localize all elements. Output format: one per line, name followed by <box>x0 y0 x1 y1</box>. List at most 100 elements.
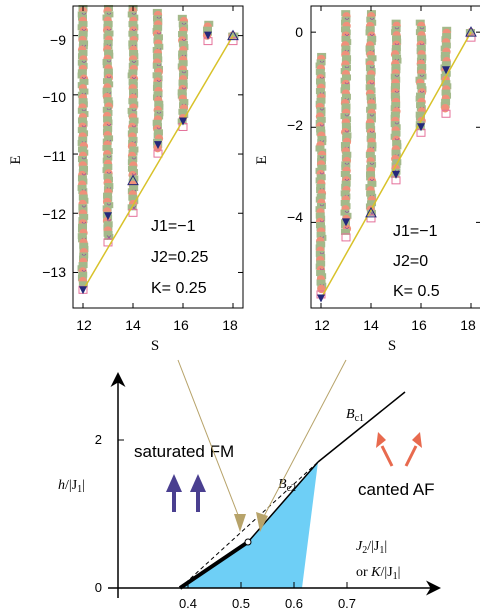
energy-level-point <box>441 61 451 68</box>
energy-level-point <box>154 110 164 117</box>
ground-state-marker <box>179 117 187 126</box>
energy-level-point <box>365 84 375 91</box>
energy-level-point <box>104 233 114 240</box>
ground-state-marker <box>417 123 425 132</box>
energy-level-point <box>77 11 87 18</box>
energy-level-point <box>342 151 352 158</box>
energy-level-point <box>78 30 88 37</box>
h-symbol: h <box>58 478 65 493</box>
energy-level-point <box>316 279 326 286</box>
af-arrow-1-shaft <box>380 445 394 467</box>
energy-level-point <box>103 192 113 199</box>
ground-state-marker <box>127 174 139 186</box>
energy-level-point <box>391 25 401 32</box>
energy-level-point <box>342 55 352 62</box>
energy-level-point <box>365 171 375 178</box>
energy-level-point <box>128 30 138 37</box>
energy-level-point <box>316 222 326 229</box>
h-den: /|J <box>65 478 78 493</box>
energy-level-point <box>178 79 188 86</box>
energy-level-point <box>129 50 139 57</box>
energy-level-marker: × <box>106 233 113 242</box>
energy-level-point <box>316 116 326 123</box>
energy-level-point <box>341 64 351 71</box>
energy-level-point <box>77 175 87 182</box>
energy-level-point <box>316 59 326 66</box>
energy-level-point <box>104 135 114 142</box>
energy-level-point <box>103 116 113 123</box>
right-x-axis-label: S <box>388 338 396 354</box>
energy-level-square <box>341 233 351 242</box>
energy-level-point <box>391 64 401 71</box>
energy-level-point <box>417 73 427 80</box>
right-ytick-2: −2 <box>287 117 303 133</box>
energy-level-point <box>79 242 89 249</box>
energy-level-point <box>104 49 114 56</box>
energy-level-point <box>153 24 163 31</box>
energy-level-point <box>342 74 352 81</box>
energy-level-point <box>129 175 139 182</box>
energy-level-point <box>78 223 88 230</box>
energy-level-point <box>78 281 88 288</box>
energy-level-point <box>340 228 350 235</box>
right-y-axis-label: E <box>254 155 270 164</box>
energy-level-point <box>390 83 400 90</box>
energy-level-point <box>365 122 375 129</box>
critical-point <box>244 538 252 546</box>
energy-level-point <box>365 45 375 52</box>
energy-level-point <box>178 60 188 67</box>
energy-level-point <box>102 78 112 85</box>
energy-level-point <box>441 98 451 105</box>
energy-level-point <box>317 155 327 162</box>
energy-level-point <box>153 34 163 41</box>
energy-level-point <box>103 163 113 170</box>
right-ytick-4: −4 <box>287 209 303 225</box>
energy-level-point <box>78 98 88 105</box>
energy-level-square <box>153 149 163 158</box>
energy-level-point <box>103 230 113 237</box>
energy-level-point <box>391 45 401 52</box>
energy-level-point <box>128 156 138 163</box>
energy-level-point <box>102 106 112 113</box>
left-x-axis-label: S <box>151 338 159 354</box>
energy-level-point <box>340 142 350 149</box>
energy-level-point <box>77 107 87 114</box>
energy-level-point <box>441 70 451 77</box>
left-scatter-marks: ××××××××××××××××××××××××××××××××××××××××… <box>77 5 239 295</box>
energy-level-point <box>78 49 88 56</box>
energy-level-point <box>128 136 138 143</box>
energy-level-point <box>316 183 326 190</box>
right-param-j2: J2=0 <box>393 253 428 270</box>
energy-level-point <box>177 89 187 96</box>
pointer-line-right <box>261 359 347 521</box>
energy-level-point <box>154 100 164 107</box>
energy-level-point <box>103 97 113 104</box>
h-sub: 1 <box>77 484 82 495</box>
right-xtick-12: 12 <box>314 317 330 333</box>
right-xtick-18: 18 <box>460 317 476 333</box>
energy-level-point <box>341 161 351 168</box>
left-axis-ticks <box>73 6 243 308</box>
energy-level-point <box>103 20 113 27</box>
energy-level-point <box>315 145 325 152</box>
energy-level-point <box>441 89 451 96</box>
energy-level-point <box>178 31 188 38</box>
energy-level-point <box>366 16 376 23</box>
energy-level-point <box>128 21 138 28</box>
energy-level-point <box>178 50 188 57</box>
canted-phase-region <box>180 462 318 588</box>
ground-state-marker <box>104 212 112 221</box>
canted-af-label: canted AF <box>358 480 435 499</box>
ground-state-marker <box>79 286 87 295</box>
bc2-sub: c2 <box>287 483 296 494</box>
energy-level-marker: × <box>369 209 376 218</box>
energy-level-point <box>365 26 375 33</box>
bc1-sub: c1 <box>355 413 364 424</box>
energy-level-point <box>392 159 402 166</box>
ground-state-marker <box>465 26 477 37</box>
pointer-line-left <box>177 359 241 521</box>
energy-level-point <box>129 117 139 124</box>
ground-state-marker <box>442 66 450 75</box>
ground-state-line <box>320 31 472 299</box>
